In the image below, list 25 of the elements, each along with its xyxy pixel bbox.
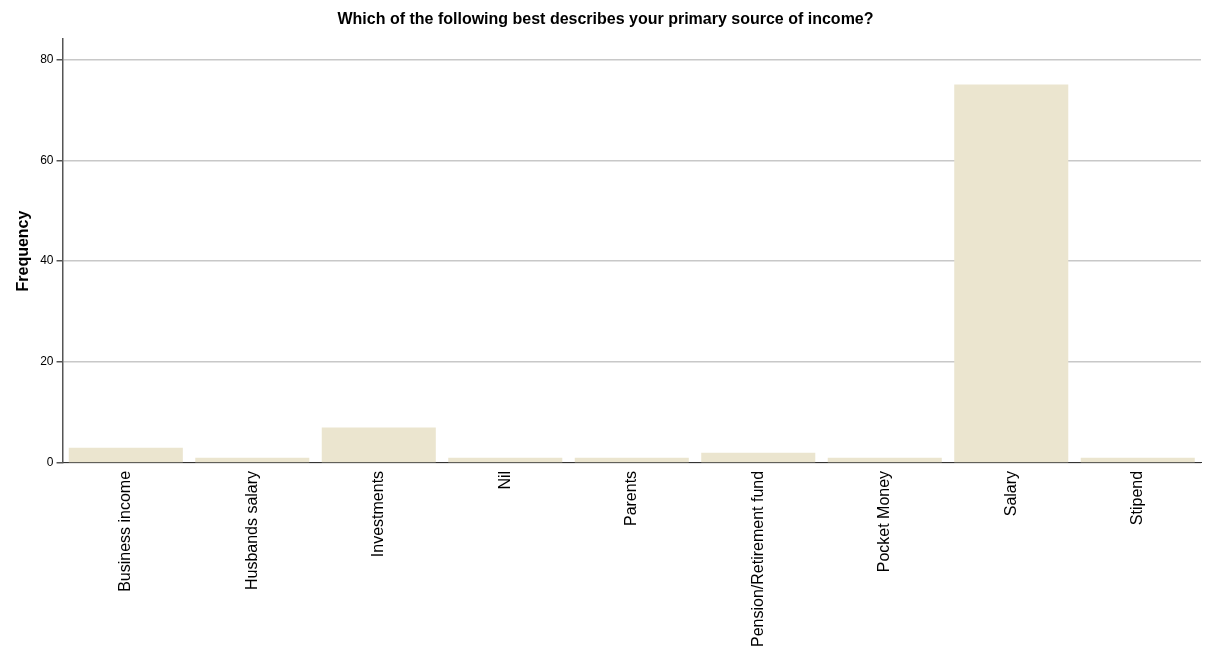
x-tick-label: Salary bbox=[1001, 470, 1019, 517]
x-tick-label: Parents bbox=[622, 470, 640, 527]
bar bbox=[1080, 457, 1195, 463]
x-tick-label: Investments bbox=[369, 470, 387, 558]
y-tick-label: 0 bbox=[46, 455, 54, 470]
bar bbox=[954, 84, 1069, 463]
bar bbox=[68, 447, 183, 463]
bar bbox=[448, 457, 563, 463]
bar bbox=[827, 457, 942, 463]
y-tick-label: 60 bbox=[40, 152, 54, 167]
bar bbox=[574, 457, 689, 463]
chart-title: Which of the following best describes your primary source of income? bbox=[337, 10, 874, 28]
y-tick-label: 40 bbox=[40, 253, 54, 268]
x-tick-label: Pension/Retirement fund bbox=[748, 470, 766, 648]
x-tick-label: Stipend bbox=[1128, 470, 1146, 526]
x-tick-label: Pocket Money bbox=[875, 470, 893, 573]
y-axis-title: Frequency bbox=[14, 210, 32, 292]
x-tick-label: Business income bbox=[116, 470, 134, 592]
x-tick-label: Husbands salary bbox=[242, 470, 260, 591]
bar bbox=[195, 457, 310, 463]
x-tick-label: Nil bbox=[495, 470, 513, 490]
bar bbox=[321, 427, 436, 463]
y-tick-label: 20 bbox=[40, 354, 54, 369]
bar bbox=[701, 452, 816, 463]
y-tick-label: 80 bbox=[40, 51, 54, 66]
